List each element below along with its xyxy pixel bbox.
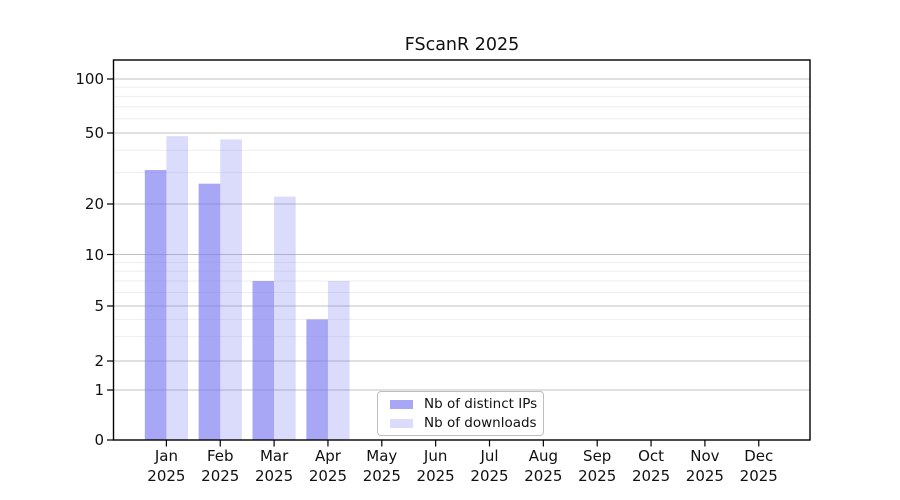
y-tick-label-20: 20 bbox=[84, 195, 104, 213]
year-label: 2025 bbox=[578, 467, 617, 485]
month-label: May bbox=[366, 447, 398, 465]
y-tick-label-2: 2 bbox=[94, 352, 104, 370]
year-label: 2025 bbox=[470, 467, 509, 485]
chart-title: FScanR 2025 bbox=[404, 35, 520, 55]
y-tick-label-0: 0 bbox=[94, 431, 104, 449]
x-tick-label-jun-2025: Jun 2025 bbox=[396, 446, 476, 486]
x-tick-label-nov-2025: Nov 2025 bbox=[665, 446, 745, 486]
legend: Nb of distinct IPs Nb of downloads bbox=[377, 391, 544, 436]
year-label: 2025 bbox=[147, 467, 186, 485]
plot-spines bbox=[112, 59, 811, 441]
legend-label-distinct-ips: Nb of distinct IPs bbox=[424, 396, 538, 412]
month-label: Jan bbox=[154, 447, 178, 465]
y-tick-label-1: 1 bbox=[94, 381, 104, 399]
month-label: Dec bbox=[744, 447, 774, 465]
legend-item-downloads: Nb of downloads bbox=[378, 415, 543, 432]
month-label: Feb bbox=[206, 447, 234, 465]
month-label: Aug bbox=[528, 447, 558, 465]
bar-nb-of-downloads-jan-2025 bbox=[166, 136, 188, 440]
x-tick-label-dec-2025: Dec 2025 bbox=[719, 446, 799, 486]
y-tick-label-50: 50 bbox=[84, 124, 104, 142]
x-tick-label-oct-2025: Oct 2025 bbox=[611, 446, 691, 486]
year-label: 2025 bbox=[201, 467, 240, 485]
month-label: Jun bbox=[423, 447, 448, 465]
month-label: Sep bbox=[583, 447, 612, 465]
x-tick-label-may-2025: May 2025 bbox=[342, 446, 422, 486]
x-tick-label-apr-2025: Apr 2025 bbox=[288, 446, 368, 486]
y-tick-label-5: 5 bbox=[94, 297, 104, 315]
month-label: Jul bbox=[480, 447, 499, 465]
month-label: Oct bbox=[638, 447, 665, 465]
legend-swatch-downloads bbox=[390, 418, 413, 428]
legend-swatch-distinct-ips bbox=[390, 399, 413, 409]
bar-nb-of-downloads-feb-2025 bbox=[220, 139, 242, 440]
x-tick-label-aug-2025: Aug 2025 bbox=[503, 446, 583, 486]
x-tick-label-mar-2025: Mar 2025 bbox=[234, 446, 314, 486]
year-label: 2025 bbox=[631, 467, 671, 485]
x-tick-label-jan-2025: Jan 2025 bbox=[126, 446, 206, 486]
bar-nb-of-distinct-ips-mar-2025 bbox=[252, 281, 275, 440]
bar-nb-of-distinct-ips-jan-2025 bbox=[144, 170, 167, 440]
x-tick-label-jul-2025: Jul 2025 bbox=[450, 446, 530, 486]
x-tick-label-feb-2025: Feb 2025 bbox=[180, 446, 260, 486]
year-label: 2025 bbox=[524, 467, 563, 485]
year-label: 2025 bbox=[416, 467, 455, 485]
x-tick-label-sep-2025: Sep 2025 bbox=[557, 446, 637, 486]
year-label: 2025 bbox=[739, 467, 778, 485]
bar-nb-of-downloads-apr-2025 bbox=[327, 281, 350, 440]
year-label: 2025 bbox=[362, 467, 401, 485]
month-label: Mar bbox=[259, 447, 289, 465]
legend-item-distinct-ips: Nb of distinct IPs bbox=[378, 396, 543, 413]
bar-nb-of-downloads-mar-2025 bbox=[274, 196, 296, 440]
bar-nb-of-distinct-ips-apr-2025 bbox=[306, 319, 328, 440]
y-tick-label-10: 10 bbox=[84, 245, 104, 264]
year-label: 2025 bbox=[685, 467, 724, 485]
legend-label-downloads: Nb of downloads bbox=[424, 415, 537, 431]
year-label: 2025 bbox=[255, 467, 294, 485]
month-label: Nov bbox=[690, 447, 720, 465]
bar-nb-of-distinct-ips-feb-2025 bbox=[198, 183, 221, 441]
year-label: 2025 bbox=[308, 467, 348, 485]
month-label: Apr bbox=[314, 447, 341, 465]
y-tick-label-100: 100 bbox=[75, 70, 104, 88]
